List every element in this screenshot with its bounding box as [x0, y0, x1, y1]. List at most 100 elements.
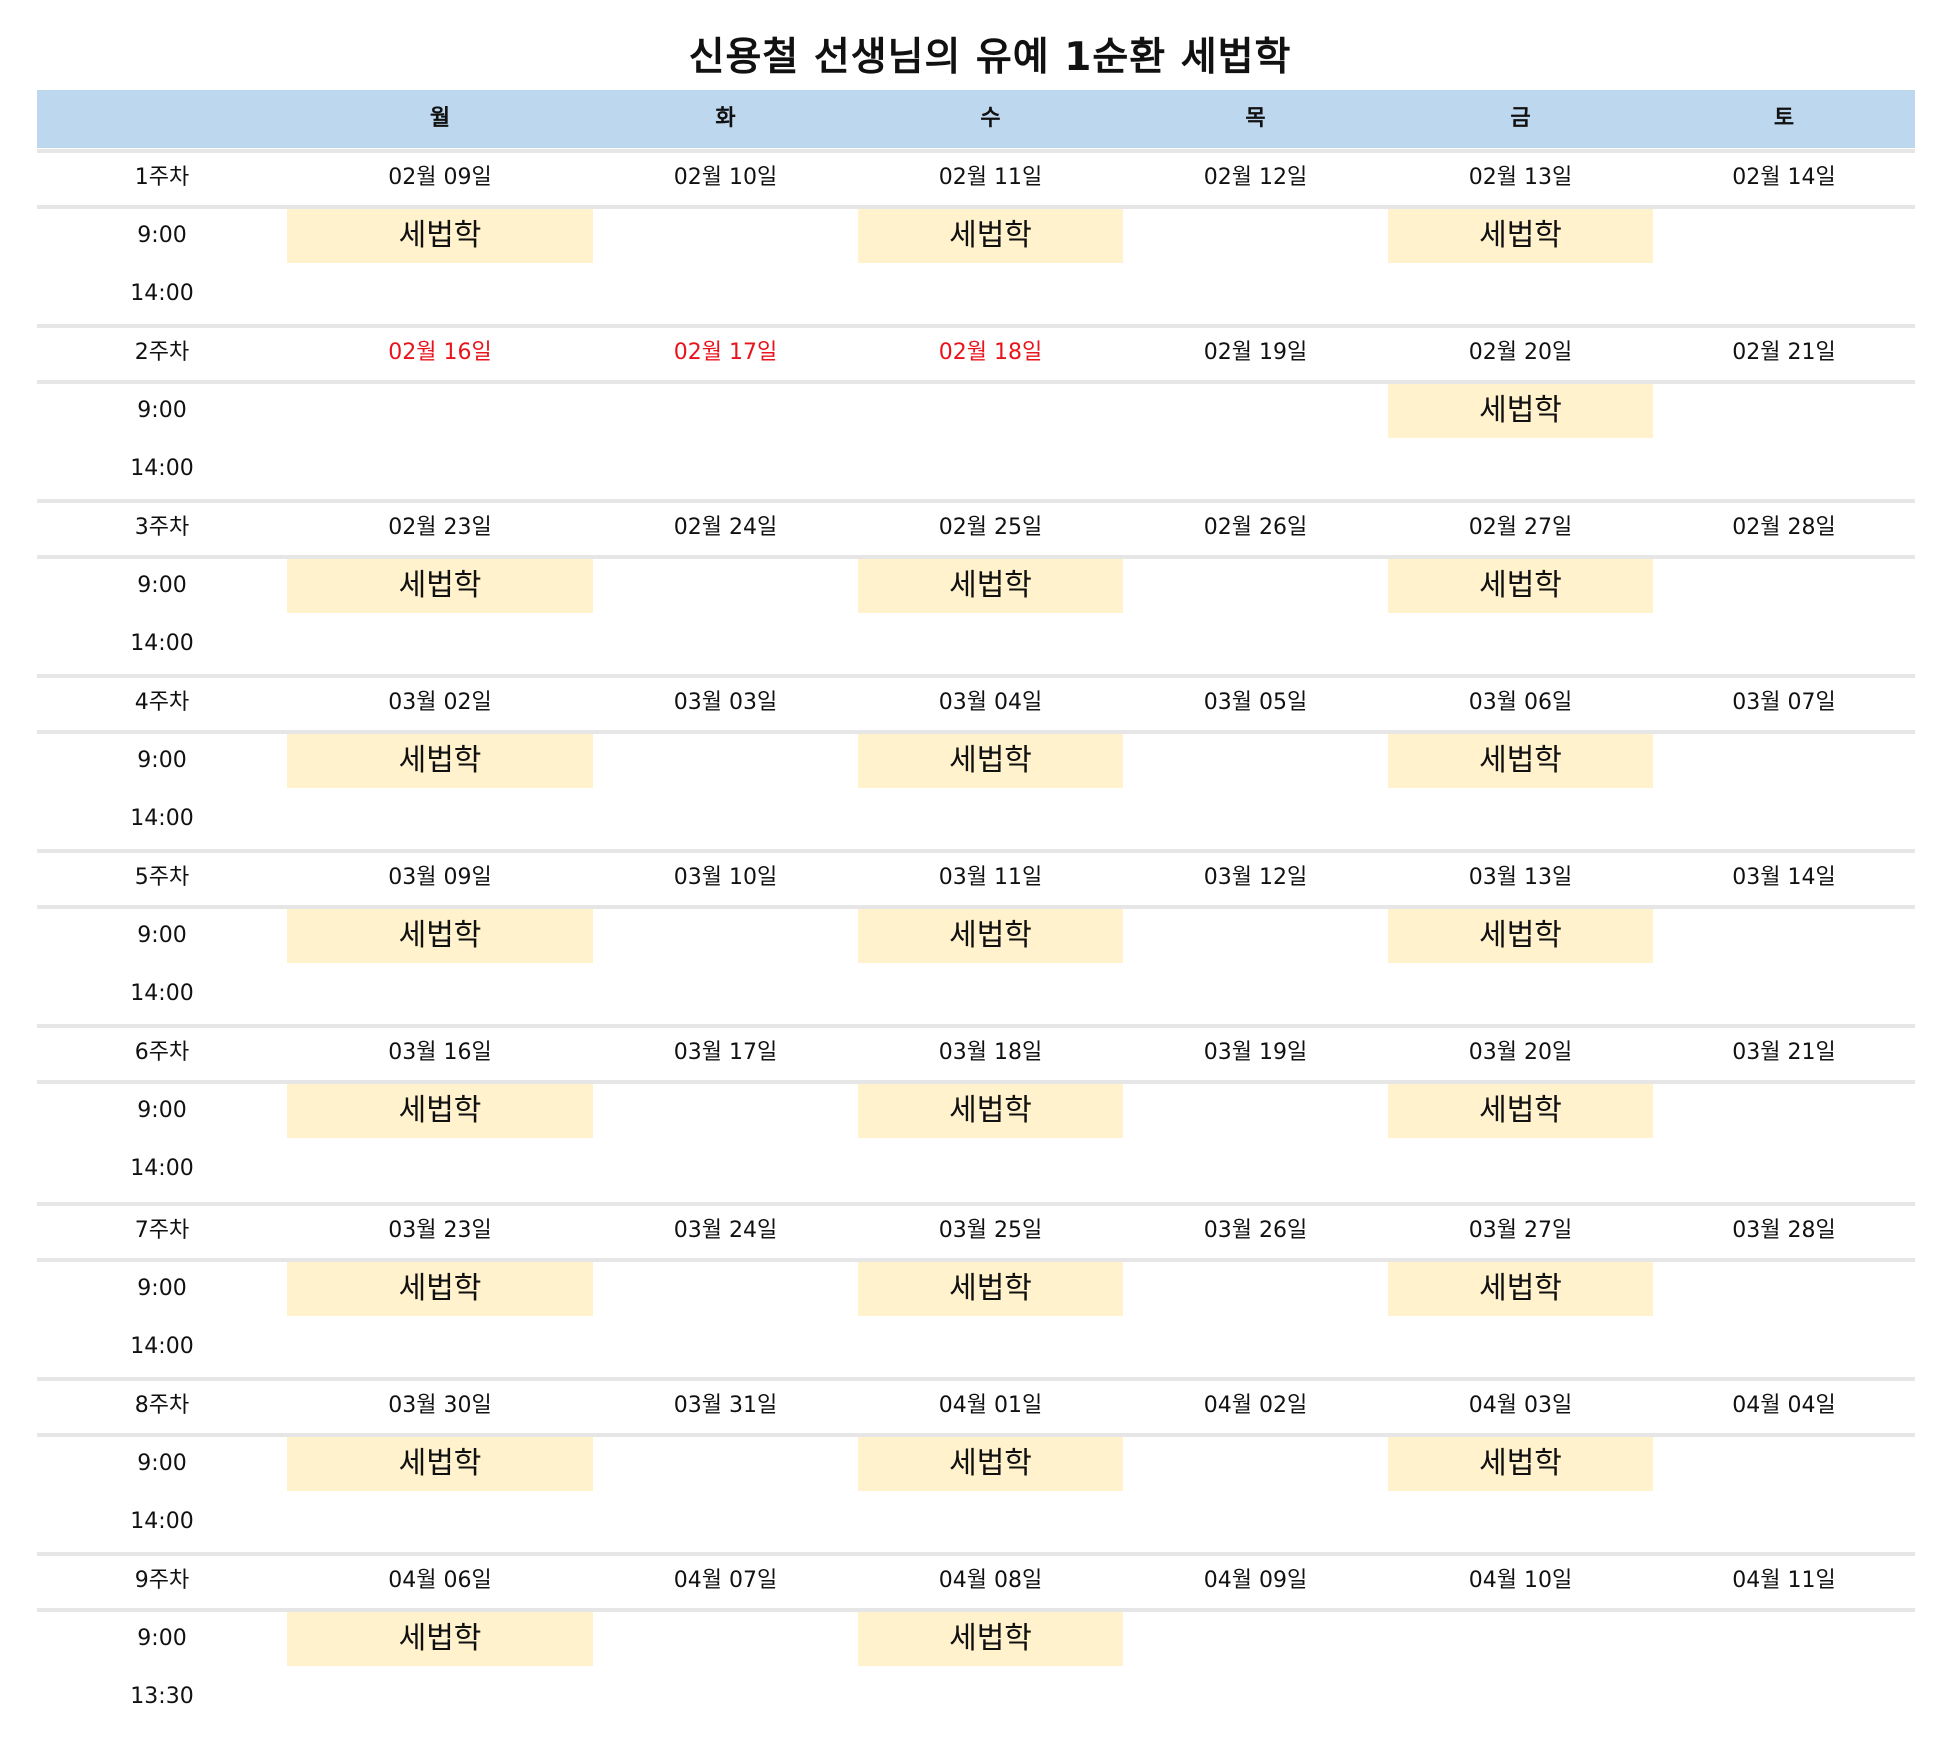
week-label: 5주차 [134, 865, 190, 890]
start-time: 9:00 [137, 923, 187, 948]
date-row-divider [37, 380, 1915, 384]
class-block: 세법학 [287, 209, 593, 263]
date-cell: 04월 09일 [1203, 1568, 1308, 1593]
class-block: 세법학 [858, 909, 1123, 963]
date-cell: 02월 20일 [1468, 340, 1573, 365]
date-cell: 03월 13일 [1468, 865, 1573, 890]
week-divider [37, 1552, 1915, 1556]
start-time: 9:00 [137, 1626, 187, 1651]
week-label: 3주차 [134, 515, 190, 540]
date-cell: 03월 10일 [673, 865, 778, 890]
date-cell: 04월 10일 [1468, 1568, 1573, 1593]
class-block: 세법학 [858, 1612, 1123, 1666]
date-cell: 02월 17일 [673, 340, 778, 365]
date-cell: 03월 12일 [1203, 865, 1308, 890]
class-block: 세법학 [1388, 559, 1653, 613]
class-block: 세법학 [287, 1084, 593, 1138]
class-block: 세법학 [287, 734, 593, 788]
date-cell: 03월 20일 [1468, 1040, 1573, 1065]
week-block: 8주차 9:00 14:00 03월 30일 03월 31일 04월 01일 04월 02일… [0, 1377, 1949, 1551]
end-time: 14:00 [130, 806, 194, 831]
date-cell: 04월 11일 [1732, 1568, 1836, 1593]
date-cell: 03월 28일 [1732, 1218, 1836, 1243]
class-block: 세법학 [858, 1262, 1123, 1316]
start-time: 9:00 [137, 748, 187, 773]
date-cell: 03월 30일 [388, 1393, 492, 1418]
end-time: 14:00 [130, 456, 194, 481]
week-divider [37, 1377, 1915, 1381]
date-cell: 04월 07일 [673, 1568, 778, 1593]
date-cell: 04월 03일 [1468, 1393, 1573, 1418]
date-cell: 03월 02일 [388, 690, 492, 715]
week-block: 3주차 9:00 14:00 02월 23일 02월 24일 02월 25일 02월 26일… [0, 499, 1949, 673]
date-row-divider [37, 555, 1915, 559]
end-time: 13:30 [130, 1684, 194, 1709]
class-block: 세법학 [287, 1612, 593, 1666]
date-cell: 04월 04일 [1732, 1393, 1836, 1418]
date-cell: 03월 17일 [673, 1040, 778, 1065]
end-time: 14:00 [130, 981, 194, 1006]
date-cell: 03월 11일 [938, 865, 1043, 890]
week-block: 2주차 9:00 14:00 02월 16일 02월 17일 02월 18일 02월 19일… [0, 324, 1949, 498]
date-cell: 02월 09일 [388, 165, 492, 190]
header-day-thu: 목 [1245, 106, 1266, 131]
date-cell: 03월 09일 [388, 865, 492, 890]
class-block: 세법학 [1388, 1437, 1653, 1491]
date-cell: 02월 27일 [1468, 515, 1573, 540]
date-cell: 03월 24일 [673, 1218, 778, 1243]
end-time: 14:00 [130, 1509, 194, 1534]
date-cell: 02월 12일 [1203, 165, 1308, 190]
class-block: 세법학 [1388, 209, 1653, 263]
header-day-tue: 화 [715, 106, 736, 131]
date-cell: 03월 31일 [673, 1393, 778, 1418]
date-row-divider [37, 205, 1915, 209]
class-block: 세법학 [1388, 1084, 1653, 1138]
end-time: 14:00 [130, 1156, 194, 1181]
date-cell: 03월 26일 [1203, 1218, 1308, 1243]
date-cell: 03월 23일 [388, 1218, 492, 1243]
date-cell: 02월 26일 [1203, 515, 1308, 540]
date-cell: 03월 19일 [1203, 1040, 1308, 1065]
week-label: 9주차 [134, 1568, 190, 1593]
date-cell: 03월 18일 [938, 1040, 1043, 1065]
date-cell: 03월 21일 [1732, 1040, 1836, 1065]
class-block: 세법학 [1388, 1262, 1653, 1316]
date-row-divider [37, 1080, 1915, 1084]
date-cell: 02월 25일 [938, 515, 1043, 540]
week-label: 4주차 [134, 690, 190, 715]
date-cell: 02월 18일 [938, 340, 1043, 365]
start-time: 9:00 [137, 398, 187, 423]
start-time: 9:00 [137, 223, 187, 248]
date-row-divider [37, 1258, 1915, 1262]
date-cell: 03월 14일 [1732, 865, 1836, 890]
week-label: 1주차 [134, 165, 190, 190]
date-cell: 02월 10일 [673, 165, 778, 190]
class-block: 세법학 [858, 209, 1123, 263]
date-cell: 02월 19일 [1203, 340, 1308, 365]
week-block: 9주차 9:00 13:30 04월 06일 04월 07일 04월 08일 04월 09일… [0, 1552, 1949, 1726]
end-time: 14:00 [130, 281, 194, 306]
start-time: 9:00 [137, 1276, 187, 1301]
start-time: 9:00 [137, 1098, 187, 1123]
week-divider [37, 849, 1915, 853]
date-cell: 04월 06일 [388, 1568, 492, 1593]
header-day-mon: 월 [429, 106, 451, 131]
header-day-fri: 금 [1510, 106, 1531, 131]
date-cell: 02월 11일 [938, 165, 1043, 190]
class-block: 세법학 [1388, 384, 1653, 438]
date-cell: 02월 28일 [1732, 515, 1836, 540]
week-block: 7주차 9:00 14:00 03월 23일 03월 24일 03월 25일 03월 26일… [0, 1202, 1949, 1376]
week-block: 1주차 9:00 14:00 02월 09일 02월 10일 02월 11일 02월 12일… [0, 149, 1949, 323]
date-cell: 04월 01일 [938, 1393, 1043, 1418]
date-cell: 04월 08일 [938, 1568, 1043, 1593]
week-divider [37, 674, 1915, 678]
date-cell: 03월 06일 [1468, 690, 1573, 715]
week-divider [37, 499, 1915, 503]
week-label: 2주차 [134, 340, 190, 365]
week-label: 8주차 [134, 1393, 190, 1418]
end-time: 14:00 [130, 1334, 194, 1359]
week-block: 5주차 9:00 14:00 03월 09일 03월 10일 03월 11일 03월 12일… [0, 849, 1949, 1023]
date-cell: 02월 23일 [388, 515, 492, 540]
page-title: 신용철 선생님의 유예 1순환 세법학 [688, 35, 1292, 80]
